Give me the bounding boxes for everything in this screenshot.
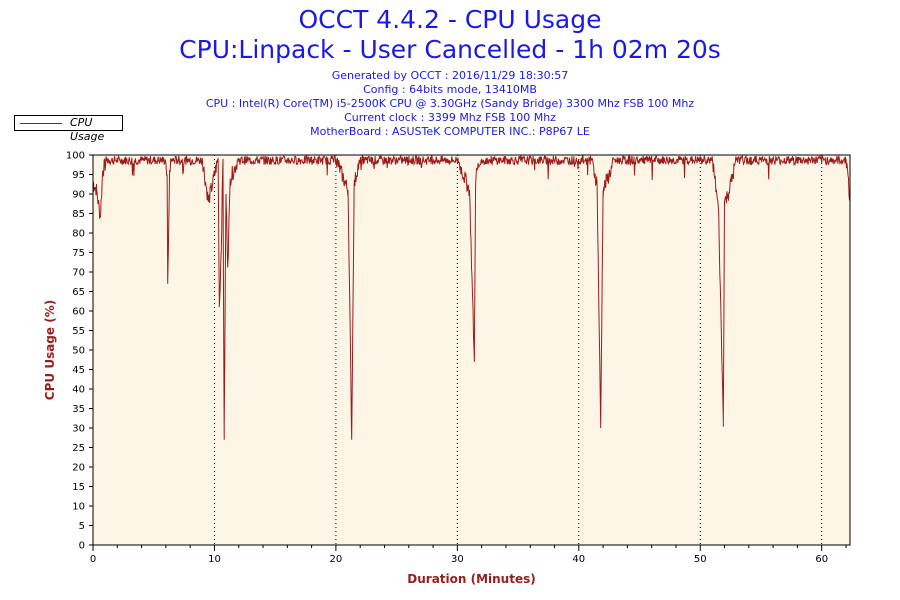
y-tick-label: 25 bbox=[72, 443, 85, 454]
x-tick-label: 50 bbox=[694, 554, 707, 565]
info-clock: Current clock : 3399 Mhz FSB 100 Mhz bbox=[344, 111, 556, 124]
info-cpu: CPU : Intel(R) Core(TM) i5-2500K CPU @ 3… bbox=[205, 97, 695, 110]
y-tick-label: 15 bbox=[72, 482, 85, 493]
y-tick-label: 20 bbox=[72, 463, 85, 474]
y-tick-label: 40 bbox=[72, 385, 85, 396]
series-group bbox=[92, 154, 851, 440]
y-tick-label: 10 bbox=[72, 502, 85, 513]
y-tick-label: 100 bbox=[66, 151, 85, 162]
y-tick-label: 0 bbox=[79, 541, 85, 552]
y-tick-label: 5 bbox=[79, 521, 85, 532]
chart-subtitle: CPU:Linpack - User Cancelled - 1h 02m 20… bbox=[179, 35, 721, 64]
grid-lines bbox=[213, 155, 823, 545]
y-tick-label: 70 bbox=[72, 268, 85, 279]
chart-title: OCCT 4.4.2 - CPU Usage bbox=[298, 5, 602, 34]
x-axis-label: Duration (Minutes) bbox=[407, 572, 535, 586]
x-tick-label: 10 bbox=[208, 554, 221, 565]
y-tick-label: 60 bbox=[72, 307, 85, 318]
y-tick-label: 50 bbox=[72, 346, 85, 357]
x-tick-label: 40 bbox=[572, 554, 585, 565]
y-tick-label: 85 bbox=[72, 209, 85, 220]
plot-area bbox=[93, 155, 850, 545]
x-tick-label: 30 bbox=[451, 554, 464, 565]
axes-group: 0 5 10 15 20 25 30 35 40 45 50 55 60 65 70 75 80 85 90 95 10… bbox=[66, 151, 851, 565]
y-tick-label: 30 bbox=[72, 424, 85, 435]
x-tick-label: 20 bbox=[330, 554, 343, 565]
y-tick-label: 95 bbox=[72, 170, 85, 181]
legend-swatch bbox=[20, 123, 62, 124]
info-config: Config : 64bits mode, 13410MB bbox=[363, 83, 537, 96]
y-tick-label: 80 bbox=[72, 229, 85, 240]
info-motherboard: MotherBoard : ASUSTeK COMPUTER INC.: P8P… bbox=[310, 125, 590, 138]
series-line-cpu-usage bbox=[92, 154, 851, 440]
x-tick-label: 0 bbox=[90, 554, 96, 565]
y-tick-label: 75 bbox=[72, 248, 85, 259]
y-tick-label: 55 bbox=[72, 326, 85, 337]
legend-label: CPU Usage bbox=[70, 116, 105, 143]
y-tick-label: 45 bbox=[72, 365, 85, 376]
y-tick-label: 65 bbox=[72, 287, 85, 298]
y-tick-label: 35 bbox=[72, 404, 85, 415]
y-tick-label: 90 bbox=[72, 190, 85, 201]
info-generated: Generated by OCCT : 2016/11/29 18:30:57 bbox=[331, 69, 569, 82]
y-axis-label: CPU Usage (%) bbox=[43, 300, 57, 400]
x-tick-label: 60 bbox=[815, 554, 828, 565]
chart-legend: CPU Usage bbox=[14, 115, 123, 143]
